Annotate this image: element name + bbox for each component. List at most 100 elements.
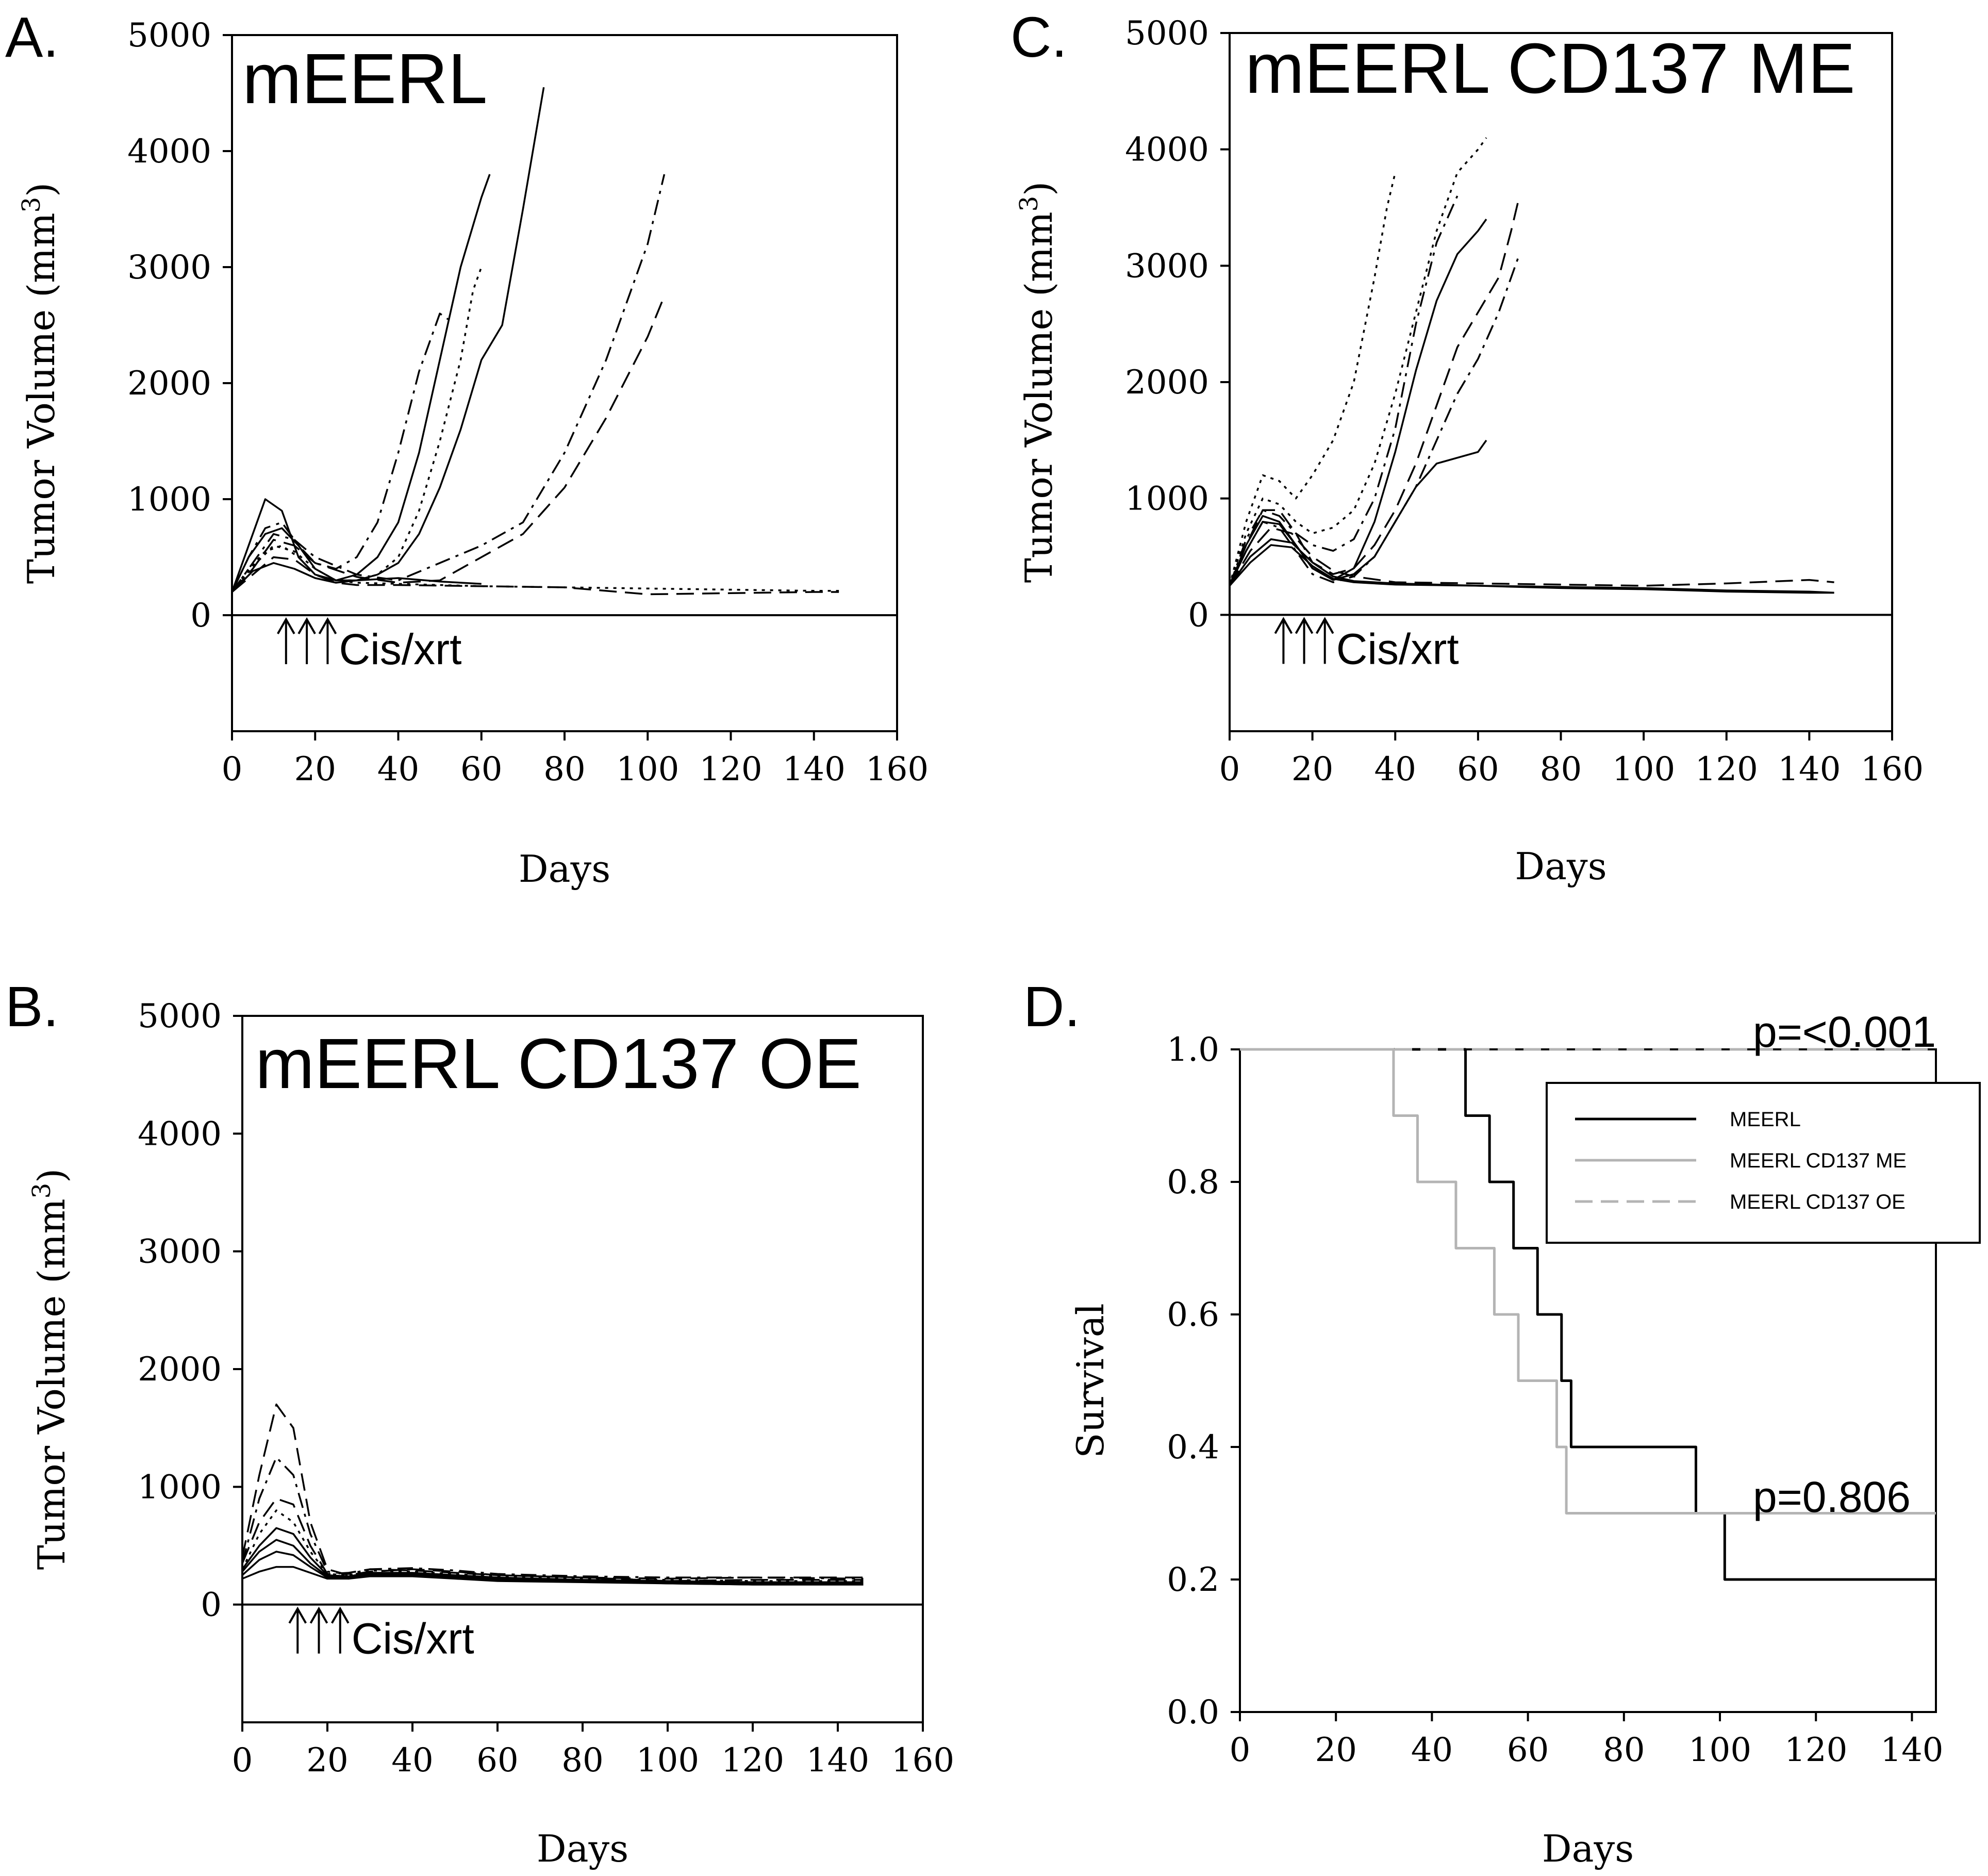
x-tick-label: 0 bbox=[222, 750, 243, 788]
series-line-mouse-3 bbox=[1229, 195, 1459, 586]
series-line-mouse-5 bbox=[1229, 195, 1520, 586]
series-line-mouse-8 bbox=[1229, 526, 1834, 587]
series-line-mouse-2 bbox=[231, 87, 545, 593]
y-axis-label-superscript: 3 bbox=[1015, 196, 1043, 212]
y-tick-label: 0.4 bbox=[1167, 1428, 1219, 1467]
treatment-annotation: Cis/xrt bbox=[277, 617, 461, 673]
x-tick-label: 20 bbox=[1315, 1731, 1356, 1769]
series-line-meerl-cd137-me bbox=[1240, 1048, 1936, 1515]
treatment-annotation: Cis/xrt bbox=[288, 1606, 474, 1663]
y-axis-label-close: ) bbox=[30, 1169, 73, 1183]
series-group bbox=[1240, 1048, 1936, 1581]
y-tick-label: 2000 bbox=[1125, 364, 1209, 402]
x-tick-label: 60 bbox=[476, 1741, 518, 1780]
series-line-mouse-3 bbox=[231, 312, 449, 593]
arrow-head-icon bbox=[1315, 617, 1334, 634]
y-tick-label: 1000 bbox=[138, 1468, 222, 1506]
series-group bbox=[231, 87, 839, 596]
x-tick-label: 40 bbox=[391, 1741, 433, 1780]
x-tick-label: 120 bbox=[721, 1741, 784, 1780]
x-tick-label: 0 bbox=[1230, 1731, 1251, 1769]
y-axis-label-close: ) bbox=[1017, 182, 1061, 196]
legend-box bbox=[1546, 1082, 1981, 1244]
x-tick-label: 160 bbox=[1861, 750, 1924, 788]
x-tick-label: 60 bbox=[460, 750, 502, 788]
y-axis-label-superscript: 3 bbox=[27, 1183, 56, 1199]
x-tick-label: 120 bbox=[699, 750, 762, 788]
series-line-mouse-1 bbox=[1229, 172, 1396, 586]
series-group bbox=[1229, 137, 1834, 594]
x-tick-label: 40 bbox=[377, 750, 419, 788]
panel-title: mEERL bbox=[242, 39, 487, 119]
legend: MEERL MEERL CD137 ME MEERL CD137 OE bbox=[1546, 1082, 1981, 1244]
y-tick-label: 2000 bbox=[138, 1351, 222, 1389]
y-axis-label-close: ) bbox=[20, 183, 63, 197]
x-tick-label: 80 bbox=[1540, 750, 1582, 788]
x-tick-label: 100 bbox=[1612, 750, 1675, 788]
y-tick-label: 0 bbox=[1188, 596, 1209, 634]
y-axis-label-main: Tumor Volume (mm bbox=[20, 212, 63, 584]
p-value: p=<0.001 bbox=[1753, 1008, 1936, 1056]
x-tick-label: 0 bbox=[232, 1741, 253, 1780]
legend-label: MEERL bbox=[1730, 1108, 1801, 1131]
series-line-mouse-9 bbox=[231, 562, 482, 593]
y-axis-label: Tumor Volume (mm3) bbox=[17, 183, 63, 584]
panel-c: C. mEERL CD137 ME 0 1000 2000 3000 4000 5000 0 20… bbox=[1010, 6, 1924, 888]
y-tick-label: 4000 bbox=[127, 133, 211, 171]
y-tick-label: 3000 bbox=[127, 249, 211, 287]
treatment-annotation: Cis/xrt bbox=[1274, 617, 1459, 673]
y-tick-label: 1.0 bbox=[1167, 1031, 1219, 1069]
y-tick-label: 0.2 bbox=[1167, 1561, 1219, 1599]
y-tick-label: 5000 bbox=[1125, 14, 1209, 53]
panel-label: B. bbox=[5, 975, 59, 1039]
x-tick-label: 100 bbox=[636, 1741, 699, 1780]
annotation-text: Cis/xrt bbox=[1336, 624, 1459, 673]
arrow-head-icon bbox=[318, 617, 337, 634]
x-axis-label: Days bbox=[1542, 1827, 1634, 1870]
series-line-mouse-2 bbox=[1229, 137, 1487, 586]
x-axis-label: Days bbox=[537, 1827, 628, 1870]
x-tick-label: 80 bbox=[543, 750, 585, 788]
arrow-head-icon bbox=[309, 1606, 328, 1624]
y-axis-label: Tumor Volume (mm3) bbox=[27, 1169, 73, 1570]
x-tick-label: 140 bbox=[1880, 1731, 1943, 1769]
y-axis-label: Survival bbox=[1069, 1303, 1112, 1458]
annotation-text: Cis/xrt bbox=[352, 1615, 474, 1663]
y-tick-label: 1000 bbox=[127, 481, 211, 519]
series-line-mouse-1 bbox=[241, 1403, 864, 1580]
x-tick-label: 140 bbox=[806, 1741, 869, 1780]
panel-d: D. 0.0 0.2 0.4 0.6 0.8 1.0 0 20 40 60 80 100 120 140 Da… bbox=[1023, 975, 1981, 1870]
panel-label: A. bbox=[5, 6, 59, 69]
arrow-head-icon bbox=[288, 1606, 307, 1624]
y-axis-label: Tumor Volume (mm3) bbox=[1015, 182, 1061, 583]
annotation-text: Cis/xrt bbox=[339, 625, 461, 673]
arrow-head-icon bbox=[1274, 617, 1293, 634]
y-tick-label: 2000 bbox=[127, 365, 211, 403]
x-axis-label: Days bbox=[1515, 845, 1606, 888]
x-tick-label: 120 bbox=[1784, 1731, 1847, 1769]
series-line-mouse-8 bbox=[231, 556, 839, 596]
y-tick-label: 0.8 bbox=[1167, 1163, 1219, 1202]
x-axis-label: Days bbox=[519, 847, 610, 891]
x-tick-label: 100 bbox=[1688, 1731, 1751, 1769]
panel-title: mEERL CD137 OE bbox=[255, 1024, 862, 1104]
series-group bbox=[241, 1403, 864, 1586]
series-line-mouse-7 bbox=[1229, 439, 1487, 586]
series-line-mouse-8 bbox=[242, 1566, 864, 1586]
arrow-head-icon bbox=[1295, 617, 1314, 634]
series-line-mouse-10 bbox=[1229, 544, 1834, 594]
series-line-mouse-4 bbox=[241, 1509, 864, 1582]
x-tick-label: 160 bbox=[866, 750, 929, 788]
panel-b: B. mEERL CD137 OE 0 1000 2000 3000 4000 5000 0 20… bbox=[5, 975, 954, 1870]
panel-title: mEERL CD137 ME bbox=[1245, 29, 1856, 108]
legend-label: MEERL CD137 OE bbox=[1730, 1191, 1906, 1213]
y-tick-label: 0 bbox=[190, 597, 211, 635]
series-line-mouse-6 bbox=[231, 295, 666, 593]
arrow-head-icon bbox=[331, 1606, 350, 1624]
y-tick-label: 0 bbox=[201, 1586, 222, 1624]
x-tick-label: 20 bbox=[306, 1741, 348, 1780]
y-tick-label: 3000 bbox=[1125, 247, 1209, 285]
series-line-mouse-5 bbox=[231, 174, 666, 593]
x-tick-label: 100 bbox=[616, 750, 679, 788]
